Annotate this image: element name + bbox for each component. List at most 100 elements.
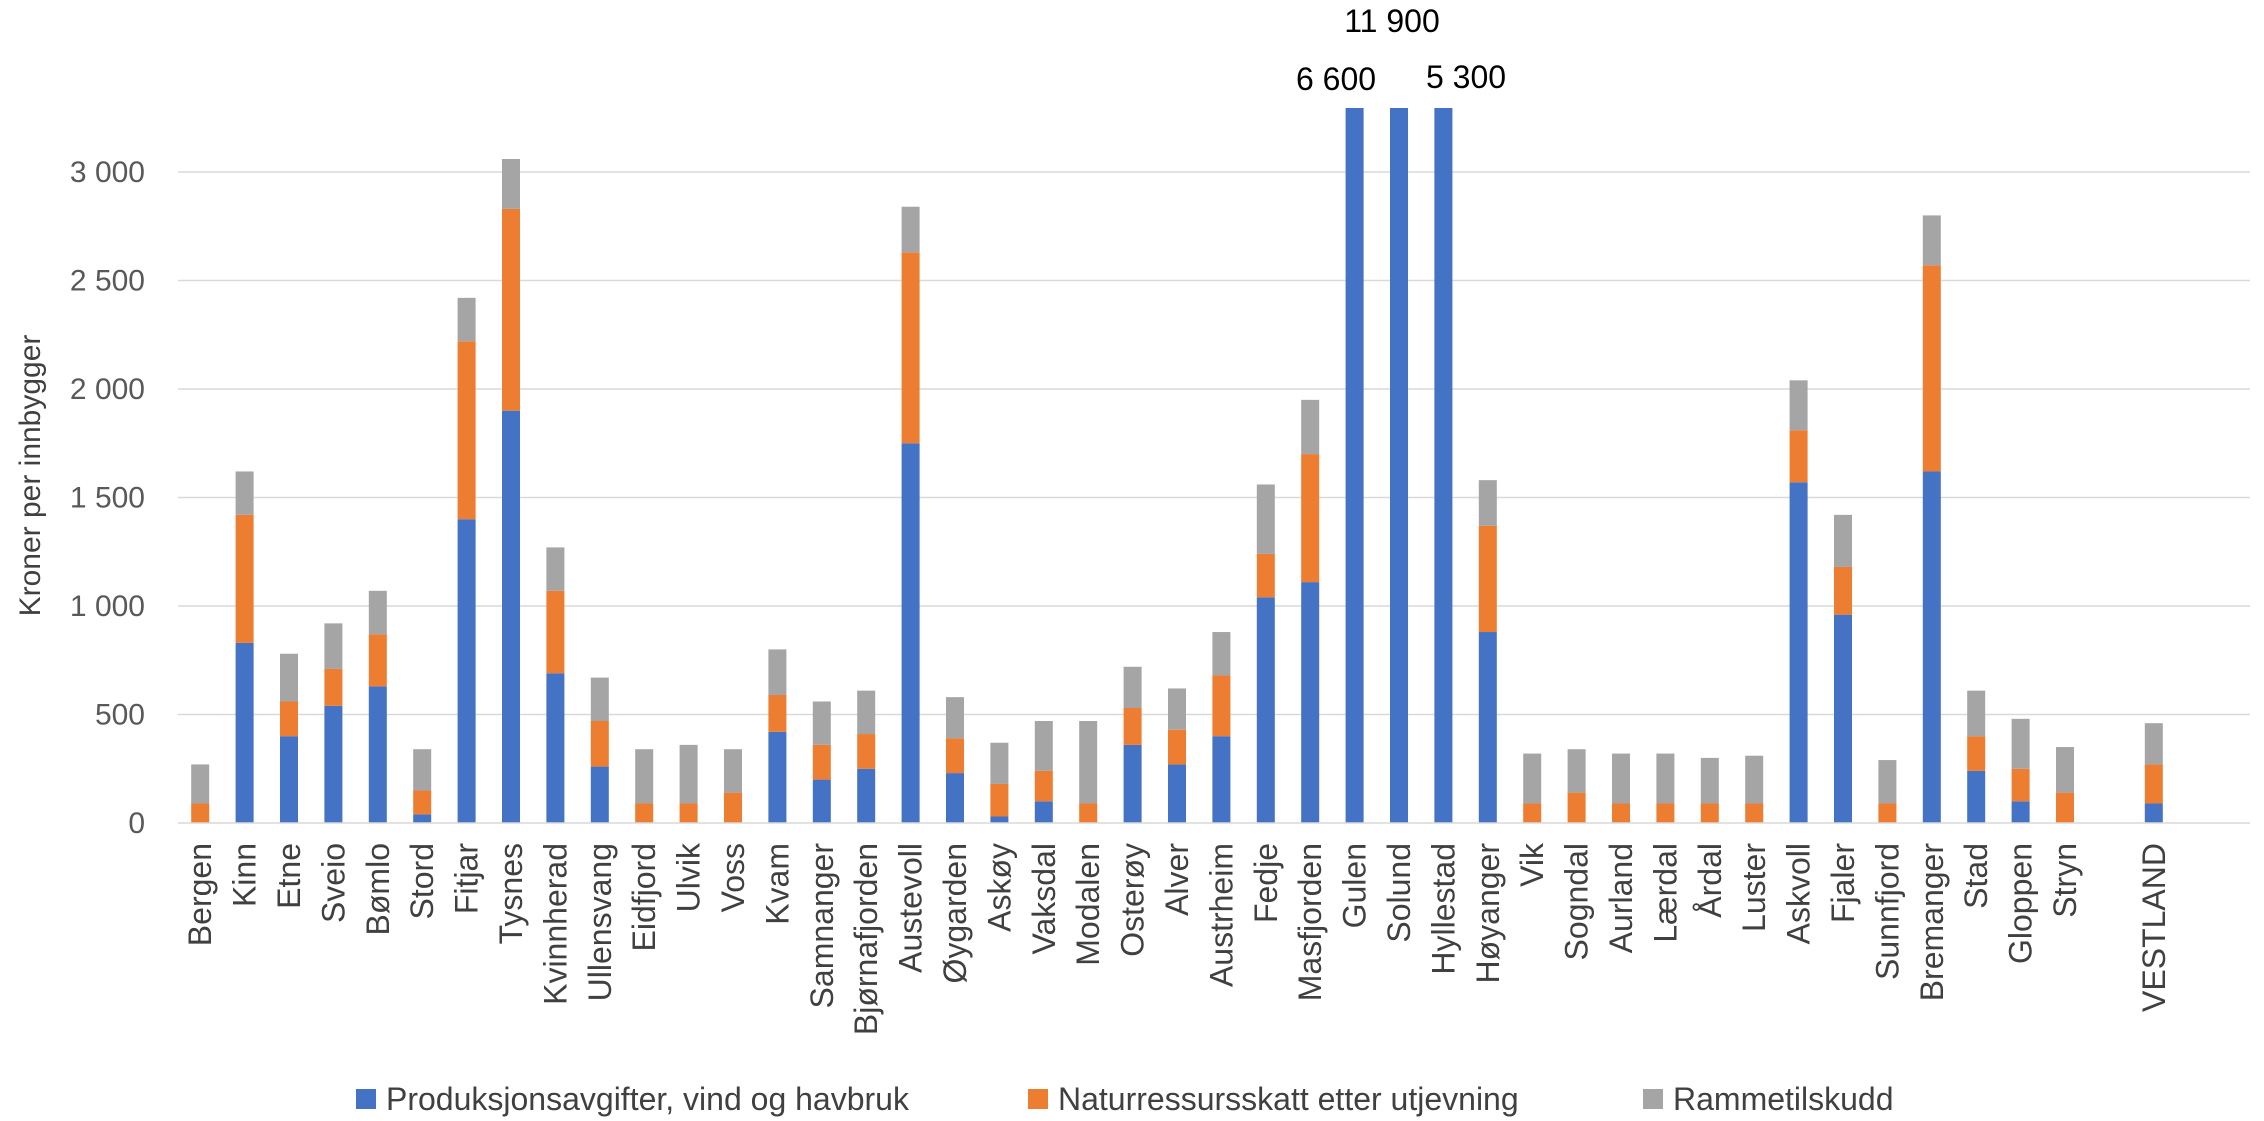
bar-segment (1789, 482, 1808, 823)
y-tick-label: 2 000 (70, 373, 145, 406)
bar-segment (2056, 792, 2074, 823)
bar-segment (990, 783, 1009, 817)
y-axis-label: Kroner per innbygger (14, 335, 47, 617)
bar-segment (679, 803, 698, 823)
x-category-label: Ullensvang (582, 843, 618, 1001)
bar-segment (413, 749, 432, 791)
bar-segment (1168, 729, 1186, 765)
bar-segment (857, 690, 876, 735)
bar-segment (1656, 753, 1675, 804)
bar-segment (857, 768, 876, 823)
bar-segment (546, 590, 565, 674)
x-category-label: Voss (715, 843, 751, 912)
y-tick-label: 1 500 (70, 482, 145, 515)
bar-segment (901, 443, 920, 823)
bar-segment (1922, 265, 1941, 472)
x-category-label: Austevoll (893, 843, 929, 973)
bar-segment (1967, 736, 1986, 771)
bar-segment (2144, 723, 2163, 765)
bar-segment (502, 410, 520, 823)
data-label: 5 300 (1426, 59, 1506, 95)
legend-label: Naturressursskatt etter utjevning (1058, 1081, 1519, 1117)
bar-segment (812, 744, 831, 780)
x-category-label: Fjaler (1825, 843, 1861, 923)
bar-segment (635, 803, 654, 823)
x-category-label: Vik (1514, 842, 1550, 887)
data-label: 6 600 (1296, 61, 1376, 97)
bar-segment (368, 590, 387, 635)
bar-segment (1878, 760, 1897, 804)
bar-segment (1834, 566, 1852, 615)
bar-segment (768, 649, 787, 695)
x-category-label: Sveio (315, 843, 351, 923)
x-category-label: Stryn (2047, 843, 2083, 918)
x-category-label: Årdal (1692, 843, 1728, 918)
bar-segment (724, 749, 742, 793)
legend: Produksjonsavgifter, vind og havbruk Natu… (356, 1081, 1894, 1117)
bar-segment (546, 547, 565, 591)
bar-segment (235, 471, 254, 515)
bar-segment (901, 206, 920, 253)
x-category-label: Bjørnafjorden (848, 843, 884, 1035)
x-category-label: Tysnes (493, 843, 529, 944)
y-axis-ticks: 0 500 1 000 1 500 2 000 2 500 3 000 (70, 156, 145, 840)
x-category-label: VESTLAND (2136, 843, 2172, 1012)
bar-segment (1212, 632, 1231, 676)
x-category-label: Bremanger (1914, 843, 1950, 1002)
bar-segment (901, 252, 920, 444)
bar-segment (324, 705, 343, 823)
bar-segment (1700, 803, 1719, 823)
bar-segment (1034, 801, 1053, 823)
bar-segment (946, 773, 964, 823)
legend-item: Rammetilskudd (1643, 1081, 1894, 1117)
x-axis-category-labels: Bergen Kinn Etne Sveio Bømlo Stord Fitjar Tysne… (182, 842, 2172, 1035)
bar-segment (235, 514, 254, 643)
bar-segment (679, 744, 698, 804)
bar-segment (1612, 803, 1630, 823)
bar-segment (1922, 215, 1941, 266)
bar-segment (1478, 525, 1497, 633)
bar-segment (1301, 454, 1320, 583)
bar-segment (1212, 736, 1231, 823)
bar-segment (812, 779, 831, 823)
x-category-label: Alver (1159, 843, 1195, 916)
bar-segment (2144, 764, 2163, 804)
bar-segment (2011, 801, 2030, 823)
bar-segment (1168, 764, 1186, 823)
bar-segment (1789, 430, 1808, 483)
bar-segment (2056, 747, 2074, 793)
data-labels: 6 600 11 900 5 300 (1296, 3, 1506, 97)
bar-segment (1301, 582, 1320, 823)
x-category-label: Fedje (1248, 843, 1284, 923)
x-category-label: Gloppen (2003, 843, 2039, 964)
x-category-label: Stad (1958, 843, 1994, 909)
bar-segment (635, 749, 654, 804)
bar-segment (1212, 675, 1231, 737)
x-category-label: Gulen (1337, 843, 1373, 928)
x-category-label: Bømlo (360, 843, 396, 935)
x-category-label: Bergen (182, 843, 218, 946)
legend-swatch (1028, 1089, 1048, 1109)
x-category-label: Kinn (227, 843, 263, 907)
x-category-label: Sunnfjord (1869, 843, 1905, 980)
bar-segment (502, 208, 520, 411)
bar-segment (368, 634, 387, 687)
bar-segment (280, 701, 298, 737)
bar-segment (2011, 768, 2030, 802)
bar-segment (502, 158, 520, 209)
x-category-label: Masfjorden (1292, 843, 1328, 1001)
bar-segment (1034, 770, 1053, 802)
bar-segment (590, 677, 609, 722)
x-category-label: Lærdal (1647, 843, 1683, 943)
bar-segment (590, 721, 609, 767)
bar-segment (368, 686, 387, 823)
y-tick-label: 1 000 (70, 590, 145, 623)
bar-segment (1922, 471, 1941, 823)
bar-segment (1656, 803, 1675, 823)
x-category-label: Etne (271, 843, 307, 909)
bar-segment (1478, 632, 1497, 823)
bar-segment (1034, 721, 1053, 771)
bar-segment (1256, 553, 1275, 598)
bar-segment (1478, 480, 1497, 526)
x-category-label: Osterøy (1115, 843, 1151, 957)
